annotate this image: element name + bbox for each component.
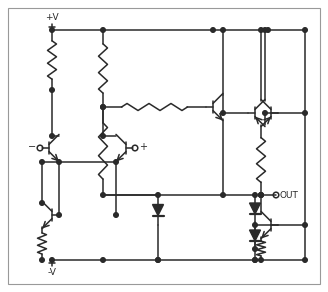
Circle shape <box>221 193 225 197</box>
Circle shape <box>221 111 225 115</box>
Circle shape <box>50 88 54 92</box>
Circle shape <box>253 193 257 197</box>
Text: -V: -V <box>48 268 56 277</box>
Circle shape <box>50 28 54 32</box>
Circle shape <box>57 160 61 164</box>
Circle shape <box>40 160 44 164</box>
Circle shape <box>263 28 267 32</box>
Circle shape <box>259 193 263 197</box>
Circle shape <box>156 258 160 262</box>
Circle shape <box>266 28 270 32</box>
Circle shape <box>114 213 118 217</box>
Polygon shape <box>250 230 260 241</box>
Circle shape <box>57 213 61 217</box>
Circle shape <box>303 223 307 227</box>
Circle shape <box>156 258 160 262</box>
Circle shape <box>101 258 105 262</box>
Polygon shape <box>250 203 260 214</box>
Circle shape <box>101 105 105 109</box>
Text: +V: +V <box>45 13 59 22</box>
Circle shape <box>253 223 257 227</box>
Circle shape <box>259 258 263 262</box>
Circle shape <box>50 134 54 138</box>
Circle shape <box>221 28 225 32</box>
Circle shape <box>259 193 263 197</box>
Circle shape <box>40 258 44 262</box>
Circle shape <box>156 193 160 197</box>
Circle shape <box>101 105 105 109</box>
Circle shape <box>253 247 257 251</box>
Circle shape <box>114 160 118 164</box>
Text: −: − <box>28 142 36 152</box>
Circle shape <box>101 134 105 138</box>
Circle shape <box>253 258 257 262</box>
Text: +: + <box>139 142 147 152</box>
Circle shape <box>303 28 307 32</box>
Circle shape <box>211 28 215 32</box>
Circle shape <box>259 193 263 197</box>
Circle shape <box>101 193 105 197</box>
Circle shape <box>40 201 44 205</box>
Circle shape <box>303 258 307 262</box>
Circle shape <box>263 111 267 115</box>
Circle shape <box>303 111 307 115</box>
Circle shape <box>101 28 105 32</box>
Circle shape <box>259 28 263 32</box>
Text: OUT: OUT <box>280 190 299 199</box>
Polygon shape <box>153 204 163 215</box>
Circle shape <box>50 258 54 262</box>
Circle shape <box>253 258 257 262</box>
